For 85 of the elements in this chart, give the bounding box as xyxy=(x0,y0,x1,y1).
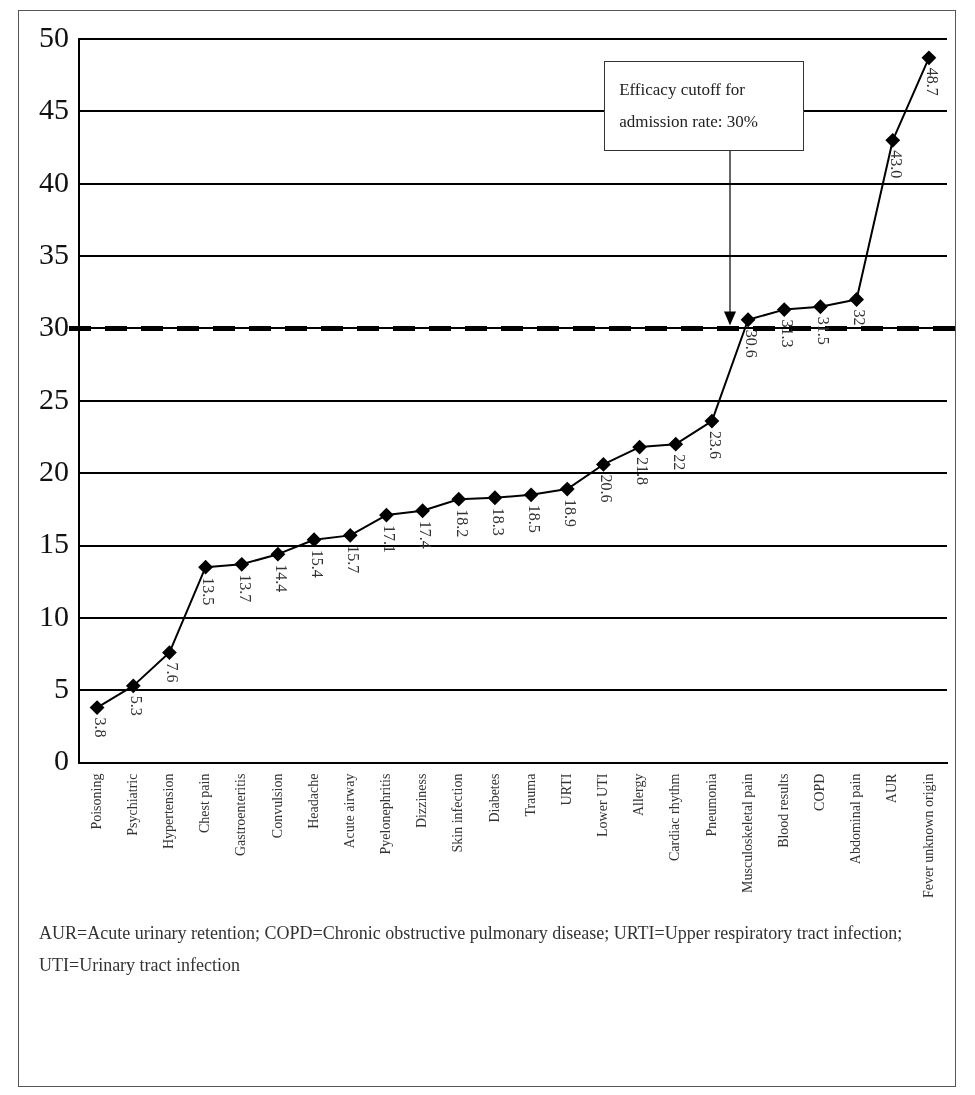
data-label: 17.4 xyxy=(417,520,435,549)
point xyxy=(126,678,141,693)
point xyxy=(162,645,177,660)
x-tick-label: URTI xyxy=(558,773,574,806)
x-tick-label: Diabetes xyxy=(486,773,502,823)
y-tick-label: 15 xyxy=(39,526,69,560)
point xyxy=(921,50,936,65)
x-tick-label: Hypertension xyxy=(161,773,177,850)
x-tick-label: Poisoning xyxy=(88,773,104,830)
point xyxy=(487,490,502,505)
data-label: 20.6 xyxy=(598,474,616,503)
x-tick-label: Pneumonia xyxy=(703,772,719,837)
text: AUR=Acute urinary retention; COPD=Chronic obstructive pulmonary disease; URTI=Upper respiratory tract infection; UTI=Urinary tract infection xyxy=(39,922,904,977)
x-tick-label: Pyelonephritis xyxy=(378,773,394,855)
point xyxy=(704,414,719,429)
data-label: 15.7 xyxy=(345,545,363,574)
data-label: 43.0 xyxy=(887,150,905,179)
x-tick-label: Lower UTI xyxy=(595,773,611,837)
x-tick-label: Fever unknown origin xyxy=(920,773,936,899)
point xyxy=(270,547,285,562)
x-tick-label: Convulsion xyxy=(269,773,285,839)
data-label: 13.7 xyxy=(236,574,254,603)
point xyxy=(813,299,828,314)
point xyxy=(90,700,105,715)
point xyxy=(307,532,322,547)
y-tick-label: 45 xyxy=(39,92,69,126)
x-tick-label: AUR xyxy=(884,772,900,804)
data-label: 18.9 xyxy=(562,499,580,528)
point xyxy=(198,560,213,575)
data-label: 13.5 xyxy=(200,577,218,606)
point xyxy=(415,503,430,518)
y-tick-label: 50 xyxy=(39,19,69,53)
data-label: 5.3 xyxy=(128,695,146,716)
data-label: 22 xyxy=(670,454,688,471)
point xyxy=(379,508,394,523)
point xyxy=(632,440,647,455)
data-label: 18.5 xyxy=(525,504,543,533)
data-label: 21.8 xyxy=(634,457,652,486)
point xyxy=(560,482,575,497)
y-tick-label: 10 xyxy=(39,598,69,632)
y-tick-label: 0 xyxy=(54,743,69,777)
x-tick-label: Skin infection xyxy=(450,773,466,853)
point xyxy=(343,528,358,543)
data-label: 7.6 xyxy=(164,662,182,683)
x-tick-label: Gastroenteritis xyxy=(233,773,249,856)
x-tick-label: Cardiac rhythm xyxy=(667,773,683,862)
point xyxy=(451,492,466,507)
y-tick-label: 35 xyxy=(39,236,69,270)
point xyxy=(524,487,539,502)
data-label: 14.4 xyxy=(272,564,290,593)
x-tick-label: Chest pain xyxy=(197,773,213,834)
y-tick-label: 20 xyxy=(39,454,69,488)
point xyxy=(741,312,756,327)
y-tick-label: 30 xyxy=(39,309,69,343)
x-tick-label: Blood results xyxy=(775,773,791,848)
x-tick-label: Dizziness xyxy=(414,773,430,829)
x-tick-label: Musculoskeletal pain xyxy=(739,773,755,893)
point xyxy=(234,557,249,572)
data-label: 30.6 xyxy=(742,329,760,358)
x-tick-label: Abdominal pain xyxy=(848,773,864,865)
point xyxy=(849,292,864,307)
point xyxy=(885,133,900,148)
x-tick-label: COPD xyxy=(812,773,828,811)
data-label: 31.5 xyxy=(815,316,833,345)
x-tick-label: Allergy xyxy=(631,773,647,817)
point xyxy=(668,437,683,452)
data-label: 32 xyxy=(851,309,869,326)
y-tick-label: 5 xyxy=(54,671,69,705)
point xyxy=(777,302,792,317)
data-label: 17.1 xyxy=(381,525,399,554)
data-label: 23.6 xyxy=(706,431,724,460)
x-tick-label: Acute airway xyxy=(341,773,357,849)
note-box: Efficacy cutoff for admission rate: 30% xyxy=(604,61,805,151)
x-tick-label: Headache xyxy=(305,773,321,829)
x-tick-label: Trauma xyxy=(522,772,538,817)
data-label: 3.8 xyxy=(91,717,109,738)
data-label: 31.3 xyxy=(779,319,797,348)
y-tick-label: 40 xyxy=(39,164,69,198)
y-tick-label: 25 xyxy=(39,381,69,415)
data-label: 15.4 xyxy=(308,549,326,578)
data-label: 18.3 xyxy=(489,507,507,536)
x-tick-label: Psychiatric xyxy=(124,773,140,836)
data-label: 48.7 xyxy=(923,67,941,96)
data-label: 18.2 xyxy=(453,509,471,538)
point xyxy=(596,457,611,472)
